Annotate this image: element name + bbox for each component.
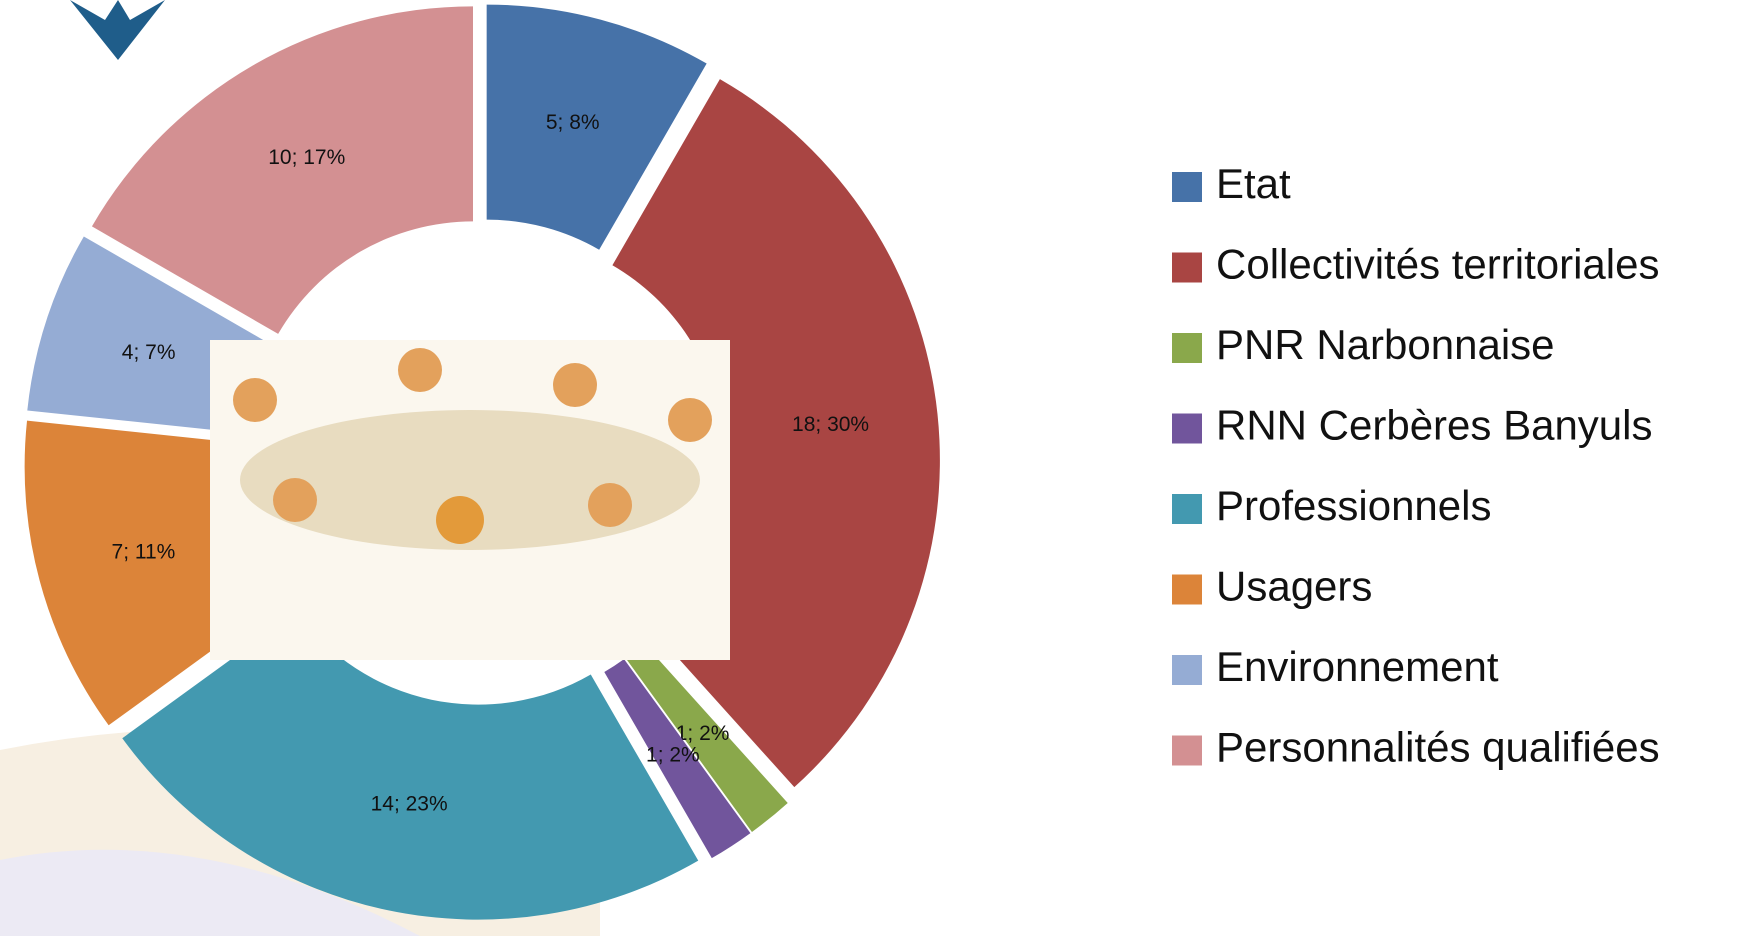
- data-label: 7; 11%: [112, 540, 176, 563]
- legend-swatch: [1172, 413, 1202, 444]
- donut-segment: [122, 611, 699, 920]
- data-label: 1; 2%: [646, 744, 700, 767]
- center-illustration: [210, 340, 730, 660]
- legend-label: Usagers: [1216, 563, 1372, 610]
- data-label: 14; 23%: [371, 792, 448, 815]
- donut-segment: [27, 236, 271, 433]
- donut-segment: [91, 6, 473, 334]
- data-label: 18; 30%: [792, 413, 869, 436]
- donut-segment: [604, 659, 751, 859]
- legend-label: Collectivités territoriales: [1216, 241, 1659, 288]
- logo: [70, 0, 165, 60]
- legend-label: RNN Cerbères Banyuls: [1216, 402, 1653, 449]
- legend-swatch: [1172, 252, 1202, 283]
- legend-swatch: [1172, 494, 1202, 524]
- legend-swatch: [1172, 333, 1202, 363]
- legend-label: PNR Narbonnaise: [1216, 321, 1555, 368]
- data-label: 10; 17%: [268, 146, 345, 169]
- legend-swatch: [1172, 172, 1202, 202]
- legend-label: Personnalités qualifiées: [1216, 724, 1660, 771]
- legend: Etat Collectivités territoriales PNR Narbo…: [1172, 160, 1660, 771]
- data-label: 5; 8%: [546, 111, 600, 134]
- legend-label: Professionnels: [1216, 482, 1491, 529]
- donut: 5; 8% 18; 30% 1; 2%1; 2% 14; 23% 7; 11% 4; 7%…: [24, 4, 940, 920]
- legend-label: Etat: [1216, 160, 1291, 207]
- legend-swatch: [1172, 735, 1202, 766]
- donut-segment: [625, 643, 788, 832]
- donut-segment: [486, 4, 707, 250]
- data-label: 1; 2%: [676, 722, 730, 745]
- legend-swatch: [1172, 655, 1202, 685]
- legend-label: Environnement: [1216, 643, 1499, 690]
- background-swoosh: [0, 849, 420, 936]
- legend-swatch: [1172, 574, 1202, 605]
- data-label: 4; 7%: [122, 341, 176, 364]
